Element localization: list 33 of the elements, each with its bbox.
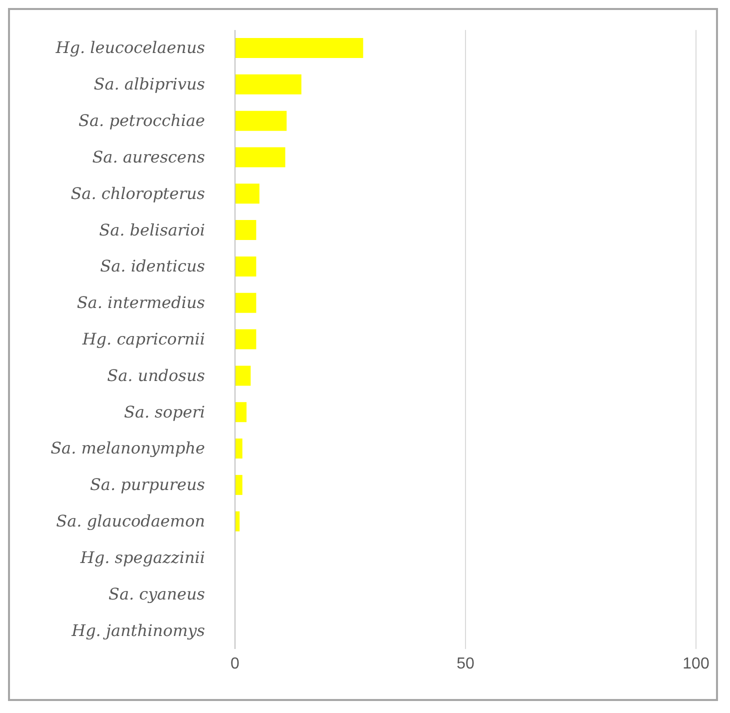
bar bbox=[235, 220, 256, 240]
y-tick-label: Sa. intermedius bbox=[76, 293, 205, 312]
y-tick-label: Hg. capricornii bbox=[81, 330, 205, 348]
bar bbox=[235, 256, 256, 276]
y-tick-label: Sa. petrocchiae bbox=[78, 111, 205, 130]
y-tick-label: Sa. cyaneus bbox=[108, 584, 205, 604]
y-tick-label: Sa. glaucodaemon bbox=[56, 512, 205, 531]
bar bbox=[235, 74, 302, 94]
y-tick-label: Hg. janthinomys bbox=[70, 620, 205, 640]
y-tick-label: Sa. melanonymphe bbox=[50, 438, 205, 458]
bar bbox=[235, 329, 256, 350]
y-tick-label: Sa. belisarioi bbox=[99, 220, 205, 240]
y-tick-label: Sa. undosus bbox=[107, 366, 205, 385]
bar bbox=[235, 366, 251, 386]
y-tick-label: Sa. albiprivus bbox=[94, 74, 205, 94]
bar bbox=[235, 110, 287, 131]
bar bbox=[235, 438, 242, 459]
y-tick-label: Hg. leucocelaenus bbox=[54, 38, 205, 58]
bar bbox=[235, 402, 247, 422]
y-tick-label: Sa. identicus bbox=[100, 256, 205, 276]
bar bbox=[235, 147, 286, 168]
bar bbox=[235, 292, 256, 313]
x-tick-label: 0 bbox=[230, 655, 240, 672]
x-tick-label: 50 bbox=[456, 655, 474, 672]
bar bbox=[235, 474, 242, 495]
bar bbox=[235, 38, 364, 58]
y-tick-label: Sa. aurescens bbox=[92, 147, 205, 166]
y-tick-label: Sa. purpureus bbox=[90, 475, 205, 494]
y-tick-label: Hg. spegazzinii bbox=[79, 548, 205, 567]
bar bbox=[235, 184, 260, 204]
x-tick-label: 100 bbox=[682, 655, 710, 672]
y-tick-label: Sa. chloropterus bbox=[70, 184, 205, 203]
y-tick-label: Sa. soperi bbox=[124, 402, 205, 422]
